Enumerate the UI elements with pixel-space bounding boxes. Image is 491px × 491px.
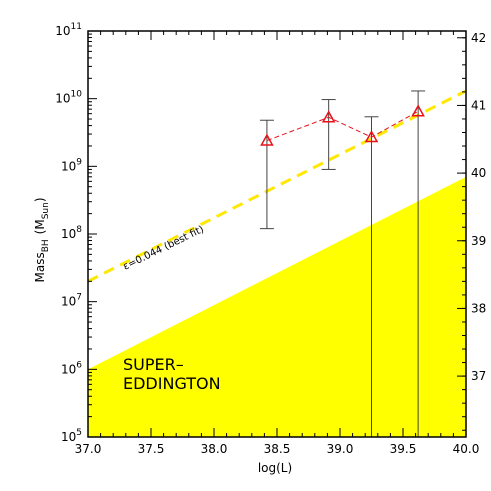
- x-tick-label-3: 38.5: [264, 442, 291, 456]
- x-axis-title: log(L): [258, 461, 292, 475]
- y-tick-label-2: 107: [61, 293, 82, 309]
- y-axis-title-unit-pre: (M: [33, 219, 47, 234]
- y-tick-base: 10: [61, 159, 76, 173]
- y-tick-label-5: 1010: [55, 90, 82, 106]
- right-y-tick-label-2: 39: [471, 234, 486, 248]
- y-tick-exponent: 11: [71, 22, 82, 32]
- y-tick-label-6: 1011: [55, 22, 82, 38]
- right-y-tick-label-5: 42: [471, 31, 486, 45]
- y-tick-exponent: 6: [76, 360, 82, 370]
- y-tick-exponent: 8: [76, 225, 82, 235]
- y-tick-base: 10: [55, 92, 70, 106]
- y-axis-title-unit-post: ): [33, 197, 47, 202]
- y-tick-base: 10: [61, 430, 76, 444]
- super-eddington-label-line2: EDDINGTON: [123, 374, 221, 393]
- best-fit-layer: [87, 89, 467, 283]
- right-y-tick-label-1: 38: [471, 301, 486, 315]
- error-bar-layer: [259, 90, 426, 437]
- data-point-2: [321, 110, 336, 123]
- data-point-3: [364, 130, 379, 143]
- y-tick-base: 10: [55, 24, 70, 38]
- x-tick-label-0: 37.0: [75, 442, 102, 456]
- x-tick-label-2: 38.0: [201, 442, 228, 456]
- y-tick-exponent: 10: [71, 90, 83, 100]
- connector-layer: [266, 110, 419, 142]
- data-point-1: [260, 133, 274, 146]
- super-eddington-region: [88, 176, 466, 437]
- best-fit-label: ε=0.044 (best fit): [121, 224, 205, 273]
- y-tick-exponent: 5: [76, 428, 82, 438]
- svg-text:MassBH(MSun): MassBH (MSun): [33, 197, 51, 282]
- tick-layer: [87, 30, 467, 438]
- right-y-tick-label-0: 37: [471, 369, 486, 383]
- x-tick-label-5: 39.5: [390, 442, 417, 456]
- x-tick-label-6: 40.0: [453, 442, 480, 456]
- data-point-4: [411, 104, 425, 117]
- y-tick-base: 10: [61, 227, 76, 241]
- y-tick-exponent: 9: [76, 157, 82, 167]
- data-point-layer: [260, 104, 425, 146]
- right-y-tick-label-4: 41: [471, 98, 486, 112]
- tick-label-layer: 37.0 37.5 38.0 38.5 39.0 39.5 40.0105106107108…: [55, 22, 486, 456]
- y-axis-title: MassBH (MSun): [33, 197, 51, 282]
- y-tick-base: 10: [61, 362, 76, 376]
- y-tick-label-1: 106: [61, 360, 82, 376]
- y-axis-title-sub: BH: [41, 239, 51, 252]
- right-y-tick-label-3: 40: [471, 166, 486, 180]
- y-tick-label-4: 109: [61, 157, 82, 173]
- best-fit-line: [87, 89, 467, 283]
- x-tick-label-1: 37.5: [138, 442, 165, 456]
- y-tick-base: 10: [61, 295, 76, 309]
- super-eddington-label-line1: SUPER–: [123, 355, 184, 374]
- y-tick-exponent: 7: [76, 293, 82, 303]
- data-connector-line: [266, 110, 419, 142]
- y-axis-title-main: Mass: [33, 252, 47, 282]
- y-tick-label-0: 105: [61, 428, 82, 444]
- super-eddington-region-layer: [88, 176, 466, 437]
- y-axis-title-unit-sub: Sun: [41, 202, 51, 219]
- y-tick-label-3: 108: [61, 225, 82, 241]
- x-tick-label-4: 39.0: [327, 442, 354, 456]
